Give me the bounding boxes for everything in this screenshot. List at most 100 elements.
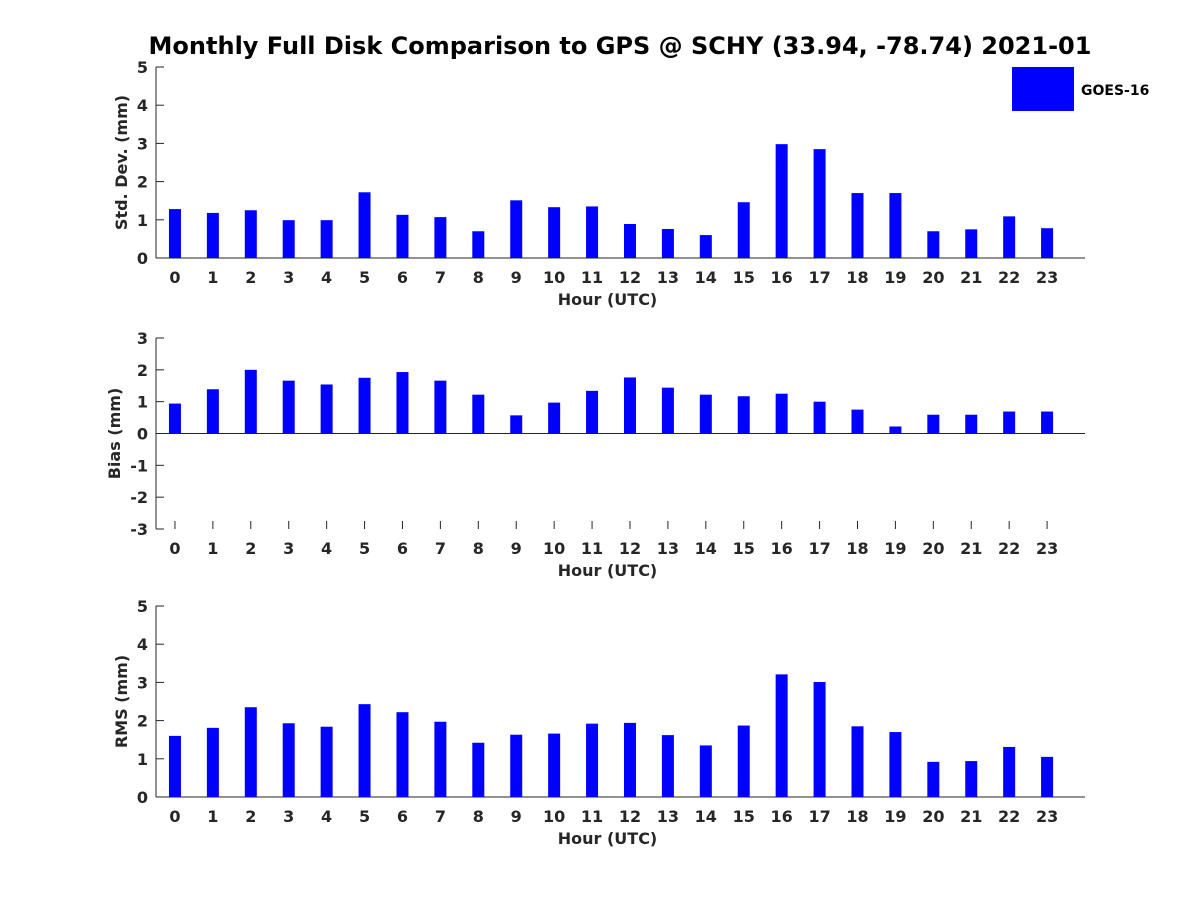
y-tick-label: -3	[130, 520, 148, 539]
x-tick-label: 15	[733, 807, 755, 826]
bar-hour-15	[737, 202, 750, 258]
bar-hour-20	[927, 231, 940, 258]
y-tick-label: 1	[137, 750, 148, 769]
bar-hour-21	[965, 414, 978, 434]
bar-hour-5	[358, 192, 371, 258]
x-tick-label: 6	[397, 807, 408, 826]
bar-hour-3	[282, 380, 295, 434]
bar-hour-13	[661, 735, 674, 797]
x-tick-label: 4	[321, 539, 332, 558]
x-tick-label: 20	[922, 539, 944, 558]
bar-hour-11	[586, 390, 599, 434]
bar-hour-14	[699, 745, 712, 797]
bar-hour-8	[472, 742, 485, 797]
bar-hour-14	[699, 394, 712, 434]
y-tick-label: 3	[137, 673, 148, 692]
x-tick-label: 15	[733, 539, 755, 558]
y-tick-label: 2	[137, 173, 148, 192]
bar-hour-10	[548, 733, 561, 797]
bar-hour-7	[434, 721, 447, 797]
bar-hour-10	[548, 207, 561, 258]
bar-hour-15	[737, 396, 750, 434]
x-tick-label: 8	[473, 268, 484, 287]
bar-hour-5	[358, 704, 371, 797]
bar-hour-19	[889, 732, 902, 797]
bar-hour-20	[927, 761, 940, 797]
x-tick-label: 16	[771, 539, 793, 558]
bar-hour-14	[699, 235, 712, 258]
x-tick-label: 11	[581, 539, 603, 558]
bar-hour-6	[396, 712, 409, 797]
bar-hour-9	[510, 734, 523, 797]
x-axis-label: Hour (UTC)	[558, 829, 658, 848]
x-tick-label: 19	[884, 807, 906, 826]
x-tick-label: 10	[543, 268, 565, 287]
y-tick-label: 5	[137, 597, 148, 616]
x-tick-label: 13	[657, 268, 679, 287]
x-tick-label: 23	[1036, 268, 1058, 287]
y-tick-label: 4	[137, 96, 148, 115]
x-tick-label: 0	[169, 539, 180, 558]
bar-hour-12	[623, 377, 636, 434]
y-tick-label: 0	[137, 788, 148, 807]
x-tick-label: 18	[846, 807, 868, 826]
x-tick-label: 4	[321, 807, 332, 826]
bar-hour-13	[661, 387, 674, 434]
bar-hour-8	[472, 231, 485, 258]
bar-hour-22	[1003, 746, 1016, 797]
bar-hour-18	[851, 726, 864, 797]
y-tick-label: 0	[137, 425, 148, 444]
x-tick-label: 2	[245, 807, 256, 826]
bar-hour-5	[358, 377, 371, 434]
x-tick-label: 9	[511, 268, 522, 287]
x-tick-label: 7	[435, 539, 446, 558]
x-tick-label: 17	[808, 807, 830, 826]
x-tick-label: 12	[619, 268, 641, 287]
bar-hour-0	[168, 403, 181, 434]
x-tick-label: 19	[884, 268, 906, 287]
x-tick-label: 11	[581, 268, 603, 287]
x-tick-label: 23	[1036, 539, 1058, 558]
bar-hour-2	[244, 707, 257, 797]
x-tick-label: 10	[543, 807, 565, 826]
bar-hour-0	[168, 735, 181, 797]
y-axis-label: Std. Dev. (mm)	[112, 95, 131, 230]
x-tick-label: 15	[733, 268, 755, 287]
y-tick-label: 1	[137, 393, 148, 412]
legend: GOES-16	[1012, 67, 1149, 111]
bar-hour-2	[244, 210, 257, 258]
bar-hour-2	[244, 369, 257, 434]
x-tick-label: 0	[169, 268, 180, 287]
x-tick-label: 4	[321, 268, 332, 287]
x-tick-label: 7	[435, 807, 446, 826]
x-tick-label: 0	[169, 807, 180, 826]
bar-hour-18	[851, 193, 864, 258]
bar-hour-6	[396, 214, 409, 258]
bar-hour-4	[320, 220, 333, 258]
y-tick-label: -2	[130, 488, 148, 507]
x-tick-label: 7	[435, 268, 446, 287]
legend-label: GOES-16	[1081, 83, 1149, 99]
x-tick-label: 13	[657, 539, 679, 558]
x-tick-label: 2	[245, 268, 256, 287]
bar-hour-16	[775, 144, 788, 258]
x-tick-label: 9	[511, 807, 522, 826]
bar-hour-1	[206, 727, 219, 797]
x-tick-label: 8	[473, 807, 484, 826]
x-tick-label: 18	[846, 268, 868, 287]
legend-swatch	[1012, 67, 1074, 111]
bar-hour-17	[813, 149, 826, 258]
x-tick-label: 16	[771, 268, 793, 287]
bar-hour-11	[586, 206, 599, 258]
y-tick-label: 3	[137, 329, 148, 348]
x-tick-label: 12	[619, 539, 641, 558]
x-tick-label: 21	[960, 268, 982, 287]
y-tick-label: 5	[137, 58, 148, 77]
x-tick-label: 18	[846, 539, 868, 558]
x-tick-label: 17	[808, 268, 830, 287]
x-tick-label: 6	[397, 268, 408, 287]
bar-hour-19	[889, 426, 902, 434]
x-tick-label: 21	[960, 539, 982, 558]
